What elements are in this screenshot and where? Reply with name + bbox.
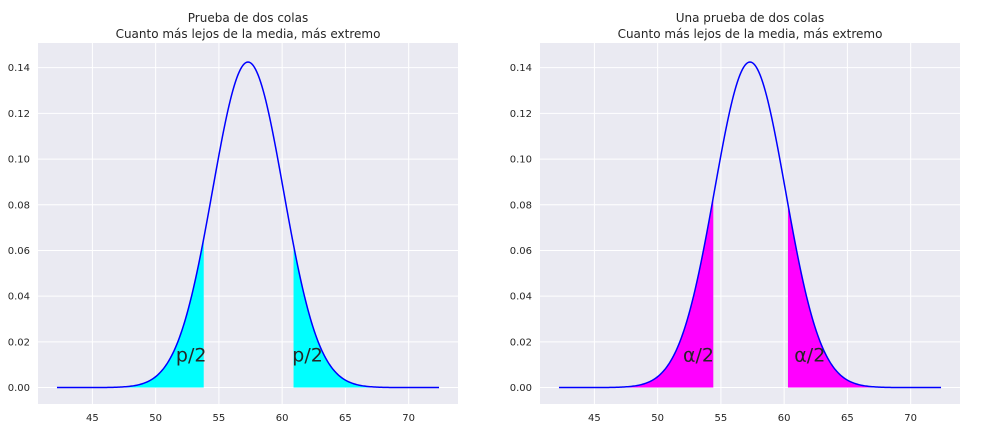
y-tick-label: 0.08 — [8, 200, 30, 211]
density-curve — [56, 61, 440, 389]
x-tick-label: 55 — [213, 413, 226, 424]
shaded-tail-region-2 — [293, 245, 440, 388]
y-tick-label: 0.06 — [510, 246, 532, 257]
tail-annotation-2: α/2 — [794, 344, 825, 366]
x-tick-label: 65 — [339, 413, 352, 424]
chart-title: Prueba de dos colas — [188, 11, 308, 25]
y-tick-label: 0.10 — [510, 155, 532, 166]
y-tick-label: 0.08 — [510, 200, 532, 211]
x-tick-label: 45 — [588, 413, 601, 424]
tail-annotation-2: p/2 — [292, 344, 323, 366]
plot-background — [38, 43, 458, 404]
y-tick-label: 0.00 — [510, 383, 532, 394]
tail-annotation-1: p/2 — [176, 344, 207, 366]
x-tick-label: 65 — [841, 413, 854, 424]
chart-subtitle: Cuanto más lejos de la media, más extrem… — [618, 27, 883, 41]
x-tick-label: 50 — [651, 413, 664, 424]
x-tick-label: 70 — [402, 413, 415, 424]
x-tick-label: 50 — [149, 413, 162, 424]
chart-title: Una prueba de dos colas — [676, 11, 825, 25]
x-tick-label: 45 — [86, 413, 99, 424]
y-tick-label: 0.14 — [8, 63, 30, 74]
y-tick-label: 0.12 — [510, 109, 532, 120]
chart-panel-1: p/2 p/2 45 50 55 60 65 70 0.00 0.02 0.04 0.06 0.08 0.… — [8, 11, 458, 424]
y-tick-label: 0.00 — [8, 383, 30, 394]
shaded-tail-region-2 — [787, 204, 942, 388]
y-tick-label: 0.02 — [510, 337, 532, 348]
shaded-tail-region-1 — [56, 238, 204, 388]
x-tick-label: 60 — [276, 413, 289, 424]
y-tick-label: 0.04 — [8, 292, 30, 303]
x-tick-label: 55 — [715, 413, 728, 424]
chart-panel-2: α/2 α/2 45 50 55 60 65 70 0.00 0.02 0.04 0.06 0.08 0.… — [510, 11, 960, 424]
y-tick-label: 0.06 — [8, 246, 30, 257]
plot-background — [540, 43, 960, 404]
y-tick-label: 0.14 — [510, 63, 532, 74]
shaded-tail-region-1 — [558, 197, 714, 388]
y-tick-label: 0.12 — [8, 109, 30, 120]
x-tick-label: 70 — [904, 413, 917, 424]
y-tick-label: 0.04 — [510, 292, 532, 303]
density-curve — [558, 61, 942, 389]
y-tick-label: 0.10 — [8, 155, 30, 166]
chart-subtitle: Cuanto más lejos de la media, más extrem… — [116, 27, 381, 41]
y-tick-label: 0.02 — [8, 337, 30, 348]
x-tick-label: 60 — [778, 413, 791, 424]
tail-annotation-1: α/2 — [683, 344, 714, 366]
